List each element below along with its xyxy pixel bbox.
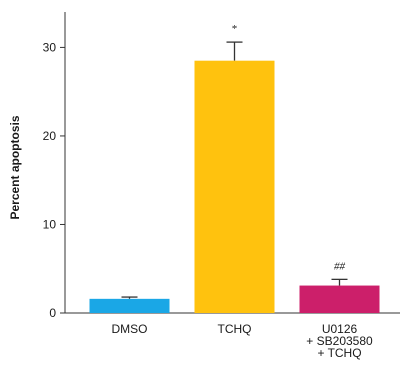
y-tick-label: 0 <box>49 306 56 320</box>
significance-marker: * <box>232 23 238 35</box>
bar <box>299 285 380 313</box>
y-tick-label: 20 <box>43 129 57 143</box>
category-label: DMSO <box>112 322 148 336</box>
category-label: + TCHQ <box>317 346 361 360</box>
bar <box>194 60 275 313</box>
bar <box>89 298 170 313</box>
category-label: TCHQ <box>218 322 252 336</box>
y-tick-label: 10 <box>43 217 57 231</box>
chart-labels: Percent apoptosis DMSO * TCHQ ## U0126+ SB203… <box>8 23 373 360</box>
chart-bars <box>89 41 380 313</box>
y-tick-label: 30 <box>43 40 57 54</box>
category-label: + SB203580 <box>306 334 373 348</box>
y-axis-title: Percent apoptosis <box>8 115 22 219</box>
category-label: U0126 <box>322 322 358 336</box>
significance-marker: ## <box>334 260 346 272</box>
